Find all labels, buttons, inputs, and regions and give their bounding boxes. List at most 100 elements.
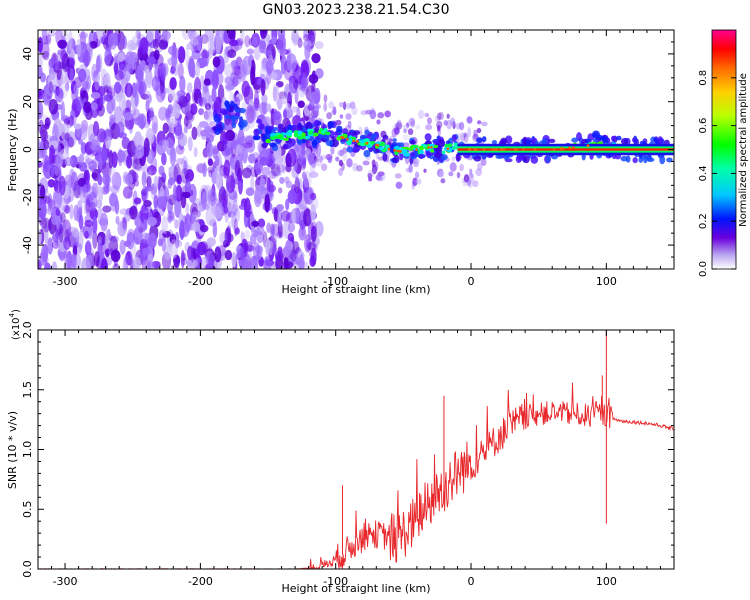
noise-cell <box>384 110 391 118</box>
noise-cell <box>126 82 131 99</box>
ridge-core <box>265 138 271 144</box>
noise-cell <box>299 253 304 269</box>
noise-cell <box>131 35 139 51</box>
noise-cell <box>116 149 126 163</box>
noise-cell <box>72 103 77 111</box>
noise-cell <box>58 223 64 243</box>
ridge-peak <box>474 148 478 151</box>
ridge-halo <box>500 137 508 145</box>
noise-cell <box>308 73 319 84</box>
noise-cell <box>314 41 324 50</box>
noise-cell <box>63 236 71 251</box>
y-tick-label: -20 <box>21 188 34 206</box>
noise-cell <box>165 109 170 123</box>
noise-cell <box>48 199 56 210</box>
noise-cell <box>92 216 98 234</box>
noise-cell <box>240 30 245 42</box>
noise-cell <box>280 96 288 105</box>
ridge-core <box>403 152 411 157</box>
noise-cell <box>48 98 59 115</box>
noise-cell <box>253 229 258 238</box>
noise-cell <box>246 104 257 124</box>
noise-cell <box>215 173 223 190</box>
noise-cell <box>436 124 441 132</box>
noise-cell <box>114 70 125 81</box>
noise-cell <box>480 158 487 167</box>
noise-cell <box>224 204 229 224</box>
noise-cell <box>180 168 190 184</box>
noise-cell <box>180 191 187 209</box>
noise-cell <box>244 135 255 145</box>
ridge-peak <box>387 147 391 151</box>
noise-cell <box>315 104 321 109</box>
noise-cell <box>196 124 202 137</box>
noise-cell <box>272 111 281 121</box>
noise-cell <box>41 30 48 43</box>
noise-cell <box>443 119 449 126</box>
noise-cell <box>181 30 191 41</box>
ridge-core <box>293 132 299 138</box>
noise-cell <box>100 147 108 164</box>
noise-cell <box>107 87 116 99</box>
colorbar-tick-label: 0.2 <box>698 213 709 229</box>
noise-cell <box>314 87 321 105</box>
noise-cell <box>266 103 272 112</box>
noise-cell <box>287 222 296 233</box>
noise-cell <box>466 177 472 187</box>
noise-cell <box>97 207 103 225</box>
noise-cell <box>38 90 43 98</box>
noise-cell <box>246 48 255 55</box>
noise-cell <box>42 50 50 61</box>
noise-cell <box>250 66 256 86</box>
noise-cell <box>223 141 234 156</box>
noise-cell <box>170 67 176 75</box>
noise-cell <box>167 177 176 186</box>
noise-cell <box>244 35 251 48</box>
noise-cell <box>287 189 297 204</box>
x-tick-label: -200 <box>188 575 213 588</box>
noise-cell <box>356 165 363 172</box>
noise-cell <box>266 184 277 193</box>
noise-cell <box>138 81 144 98</box>
noise-cell <box>113 61 119 75</box>
ridge-halo <box>638 157 644 163</box>
noise-cell <box>409 117 416 126</box>
noise-cell <box>425 124 433 131</box>
ridge-core <box>283 137 289 142</box>
noise-cell <box>207 158 214 167</box>
noise-cell <box>174 198 182 218</box>
noise-cell <box>198 108 205 116</box>
noise-cell <box>253 97 260 111</box>
ridge-halo <box>231 115 237 122</box>
ridge-halo <box>219 108 228 114</box>
noise-cell <box>200 34 209 45</box>
noise-cell <box>423 168 427 173</box>
ridge-halo <box>382 134 389 140</box>
noise-cell <box>60 212 66 223</box>
ridge-halo <box>593 132 598 137</box>
noise-cell <box>207 166 215 174</box>
noise-cell <box>174 219 179 229</box>
snr-series-line <box>38 382 674 569</box>
noise-cell <box>107 32 118 50</box>
noise-cell <box>198 163 208 174</box>
figure-title: GN03.2023.238.21.54.C30 <box>263 2 450 18</box>
noise-cell <box>212 206 223 220</box>
ridge-halo <box>643 155 648 164</box>
noise-cell <box>147 216 158 227</box>
noise-cell <box>169 77 177 91</box>
ridge-halo <box>410 139 416 145</box>
ridge-core <box>412 144 419 148</box>
noise-cell <box>47 30 56 37</box>
noise-cell <box>205 133 215 143</box>
noise-cell <box>263 175 270 196</box>
noise-cell <box>186 43 193 51</box>
noise-cell <box>292 241 300 254</box>
noise-cell <box>109 193 118 212</box>
x-tick-label: 0 <box>468 575 475 588</box>
noise-cell <box>277 169 282 176</box>
noise-cell <box>54 163 60 176</box>
noise-cell <box>103 94 113 102</box>
noise-cell <box>175 128 184 140</box>
noise-cell <box>78 31 89 39</box>
